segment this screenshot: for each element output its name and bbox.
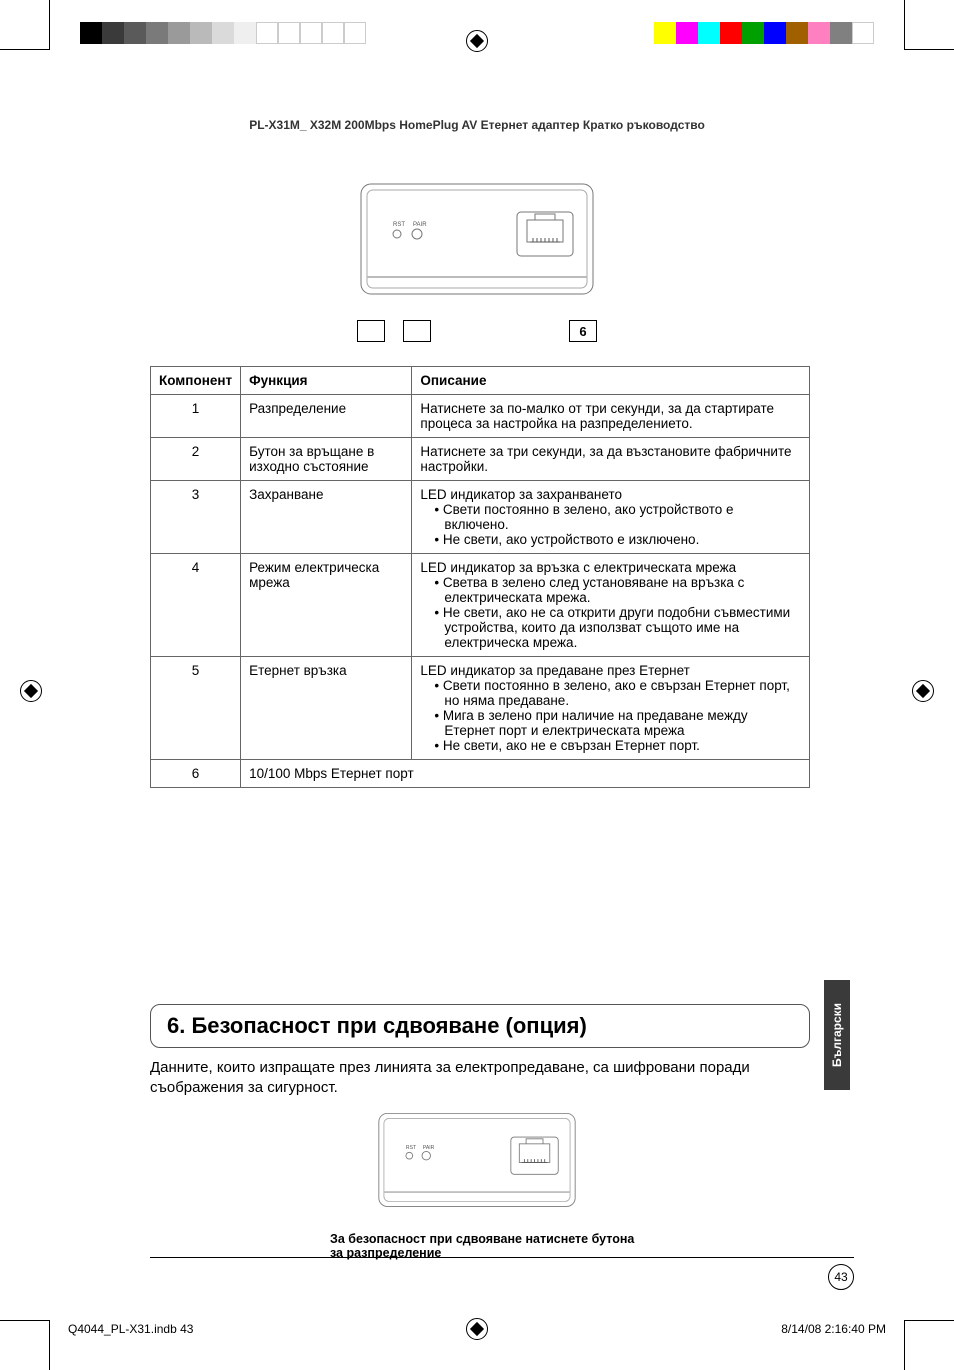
- component-function: Захранване: [241, 481, 412, 554]
- component-description: LED индикатор за връзка с електрическата…: [412, 554, 810, 657]
- table-row: 5Етернет връзкаLED индикатор за предаван…: [151, 657, 810, 760]
- callout-box: 6: [569, 320, 597, 342]
- component-function: Етернет връзка: [241, 657, 412, 760]
- pair-caption: За безопасност при сдвояване натиснете б…: [330, 1232, 650, 1260]
- section-heading-box: 6. Безопасност при сдвояване (опция): [150, 1004, 810, 1048]
- table-row: 1РазпределениеНатиснете за по-малко от т…: [151, 395, 810, 438]
- component-function: Режим електрическа мрежа: [241, 554, 412, 657]
- registration-mark: [466, 1318, 488, 1340]
- page-number: 43: [828, 1264, 854, 1290]
- component-number: 4: [151, 554, 241, 657]
- table-row: 4Режим електрическа мрежаLED индикатор з…: [151, 554, 810, 657]
- section-heading: 6. Безопасност при сдвояване (опция): [167, 1013, 793, 1039]
- svg-text:RST: RST: [393, 222, 405, 228]
- component-function: Разпределение: [241, 395, 412, 438]
- table-header: Функция: [241, 367, 412, 395]
- device-illustration: RST PAIR: [357, 180, 597, 310]
- footer-rule: [150, 1257, 854, 1258]
- component-number: 3: [151, 481, 241, 554]
- svg-text:RST: RST: [406, 1145, 416, 1151]
- component-description: Натиснете за по-малко от три секунди, за…: [412, 395, 810, 438]
- component-function: 10/100 Mbps Етернет порт: [241, 760, 810, 788]
- crop-mark: [0, 0, 50, 50]
- table-header: Компонент: [151, 367, 241, 395]
- footer-timestamp: 8/14/08 2:16:40 PM: [781, 1322, 886, 1336]
- registration-mark: [20, 680, 42, 702]
- table-row: 610/100 Mbps Етернет порт: [151, 760, 810, 788]
- component-number: 5: [151, 657, 241, 760]
- crop-mark: [904, 0, 954, 50]
- svg-text:PAIR: PAIR: [423, 1145, 435, 1151]
- color-bar: [654, 22, 874, 44]
- component-description: LED индикатор за предаване през ЕтернетС…: [412, 657, 810, 760]
- svg-text:PAIR: PAIR: [413, 222, 427, 228]
- section-body: Данните, които изпращате през линията за…: [150, 1058, 810, 1099]
- callout-box: [357, 320, 385, 342]
- component-description: Натиснете за три секунди, за да възстано…: [412, 438, 810, 481]
- document-header: PL-X31M_ X32M 200Mbps HomePlug AV Етерне…: [0, 118, 954, 132]
- component-function: Бутон за връщане в изходно състояние: [241, 438, 412, 481]
- table-header: Описание: [412, 367, 810, 395]
- table-row: 2Бутон за връщане в изходно състояниеНат…: [151, 438, 810, 481]
- crop-mark: [904, 1320, 954, 1370]
- footer-file: Q4044_PL-X31.indb 43: [68, 1322, 193, 1336]
- component-number: 6: [151, 760, 241, 788]
- device-illustration: RST PAIR: [372, 1110, 582, 1220]
- component-description: LED индикатор за захранванетоСвети посто…: [412, 481, 810, 554]
- callout-row: 6: [357, 320, 597, 342]
- registration-mark: [912, 680, 934, 702]
- color-bar: [80, 22, 366, 44]
- language-tab: Български: [824, 980, 850, 1090]
- component-table: Компонент Функция Описание 1Разпределени…: [150, 366, 810, 788]
- registration-mark: [466, 30, 488, 52]
- crop-mark: [0, 1320, 50, 1370]
- table-row: 3ЗахранванеLED индикатор за захранването…: [151, 481, 810, 554]
- component-number: 1: [151, 395, 241, 438]
- component-number: 2: [151, 438, 241, 481]
- callout-box: [403, 320, 431, 342]
